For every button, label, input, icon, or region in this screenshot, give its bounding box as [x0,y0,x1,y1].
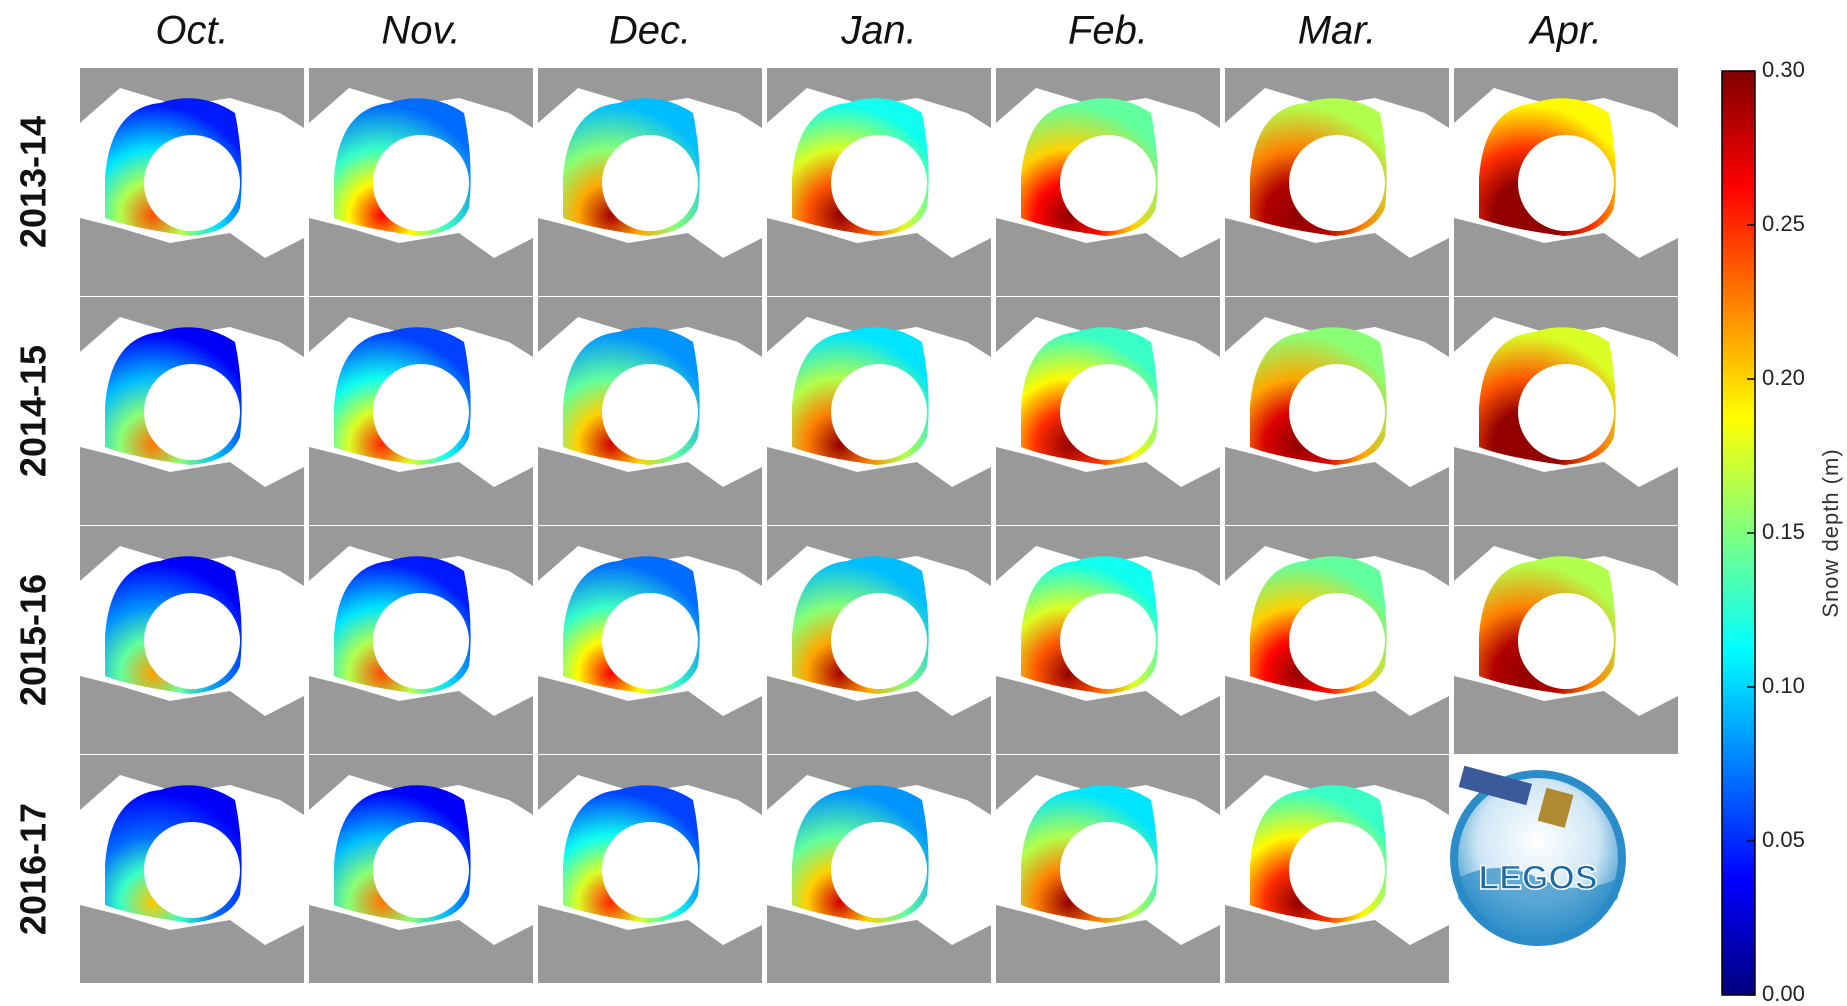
map-panel [996,297,1220,525]
row-label: 2014-15 [13,345,54,477]
pole-hole [602,822,698,918]
colorbar-label: Snow depth (m) [1818,448,1843,617]
map-panel [80,68,304,296]
colorbar-tick-label: 0.10 [1762,673,1805,698]
pole-hole [1289,822,1385,918]
pole-hole [1060,364,1156,460]
pole-hole [602,364,698,460]
row-label: 2013-14 [13,116,54,248]
pole-hole [602,593,698,689]
column-label: Oct. [155,9,228,53]
pole-hole [831,135,927,231]
map-panel [80,755,304,983]
map-panel [996,68,1220,296]
logo-text: LEGOS [1478,859,1597,897]
column-label: Jan. [840,9,917,53]
pole-hole [1518,364,1614,460]
colorbar-tick-label: 0.00 [1762,981,1805,1006]
map-panel [538,526,762,754]
pole-hole [1060,822,1156,918]
map-panel [767,68,991,296]
map-panel [1225,526,1449,754]
map-panel [309,526,533,754]
pole-hole [144,135,240,231]
pole-hole [373,593,469,689]
pole-hole [1060,593,1156,689]
row-label: 2015-16 [13,574,54,706]
colorbar-tick-label: 0.20 [1762,365,1805,390]
map-panel [1454,297,1678,525]
pole-hole [373,364,469,460]
column-label: Apr. [1528,9,1602,53]
colorbar-tick-label: 0.05 [1762,827,1805,852]
map-panel [1225,755,1449,983]
figure: LEGOS Snow depth (m) Oct. Nov. Dec. Jan. Feb… [0,0,1847,1006]
map-panel [996,526,1220,754]
pole-hole [373,135,469,231]
map-panel [309,755,533,983]
column-label: Feb. [1068,9,1148,53]
map-panel [538,68,762,296]
map-panel [1225,297,1449,525]
pole-hole [1289,593,1385,689]
colorbar-tick-label: 0.30 [1762,57,1805,82]
pole-hole [1060,135,1156,231]
map-panel [1225,68,1449,296]
map-panel [309,297,533,525]
pole-hole [1518,135,1614,231]
map-panel [1454,526,1678,754]
map-panel [767,755,991,983]
pole-hole [1289,135,1385,231]
logo: LEGOS [1454,766,1622,942]
pole-hole [373,822,469,918]
pole-hole [602,135,698,231]
map-panel [538,755,762,983]
map-panel [767,297,991,525]
colorbar-tick-label: 0.25 [1762,211,1805,236]
panels [80,68,1678,983]
pole-hole [831,822,927,918]
column-label: Nov. [381,9,460,53]
map-panel [80,526,304,754]
pole-hole [831,364,927,460]
column-label: Dec. [609,9,691,53]
pole-hole [1518,593,1614,689]
map-panel [309,68,533,296]
map-panel [767,526,991,754]
pole-hole [1289,364,1385,460]
map-panel [996,755,1220,983]
column-label: Mar. [1298,9,1377,53]
pole-hole [144,822,240,918]
row-label: 2016-17 [13,803,54,935]
colorbar-tick-label: 0.15 [1762,519,1805,544]
map-panel [1454,68,1678,296]
map-panel [538,297,762,525]
pole-hole [144,364,240,460]
pole-hole [831,593,927,689]
map-panel [80,297,304,525]
pole-hole [144,593,240,689]
